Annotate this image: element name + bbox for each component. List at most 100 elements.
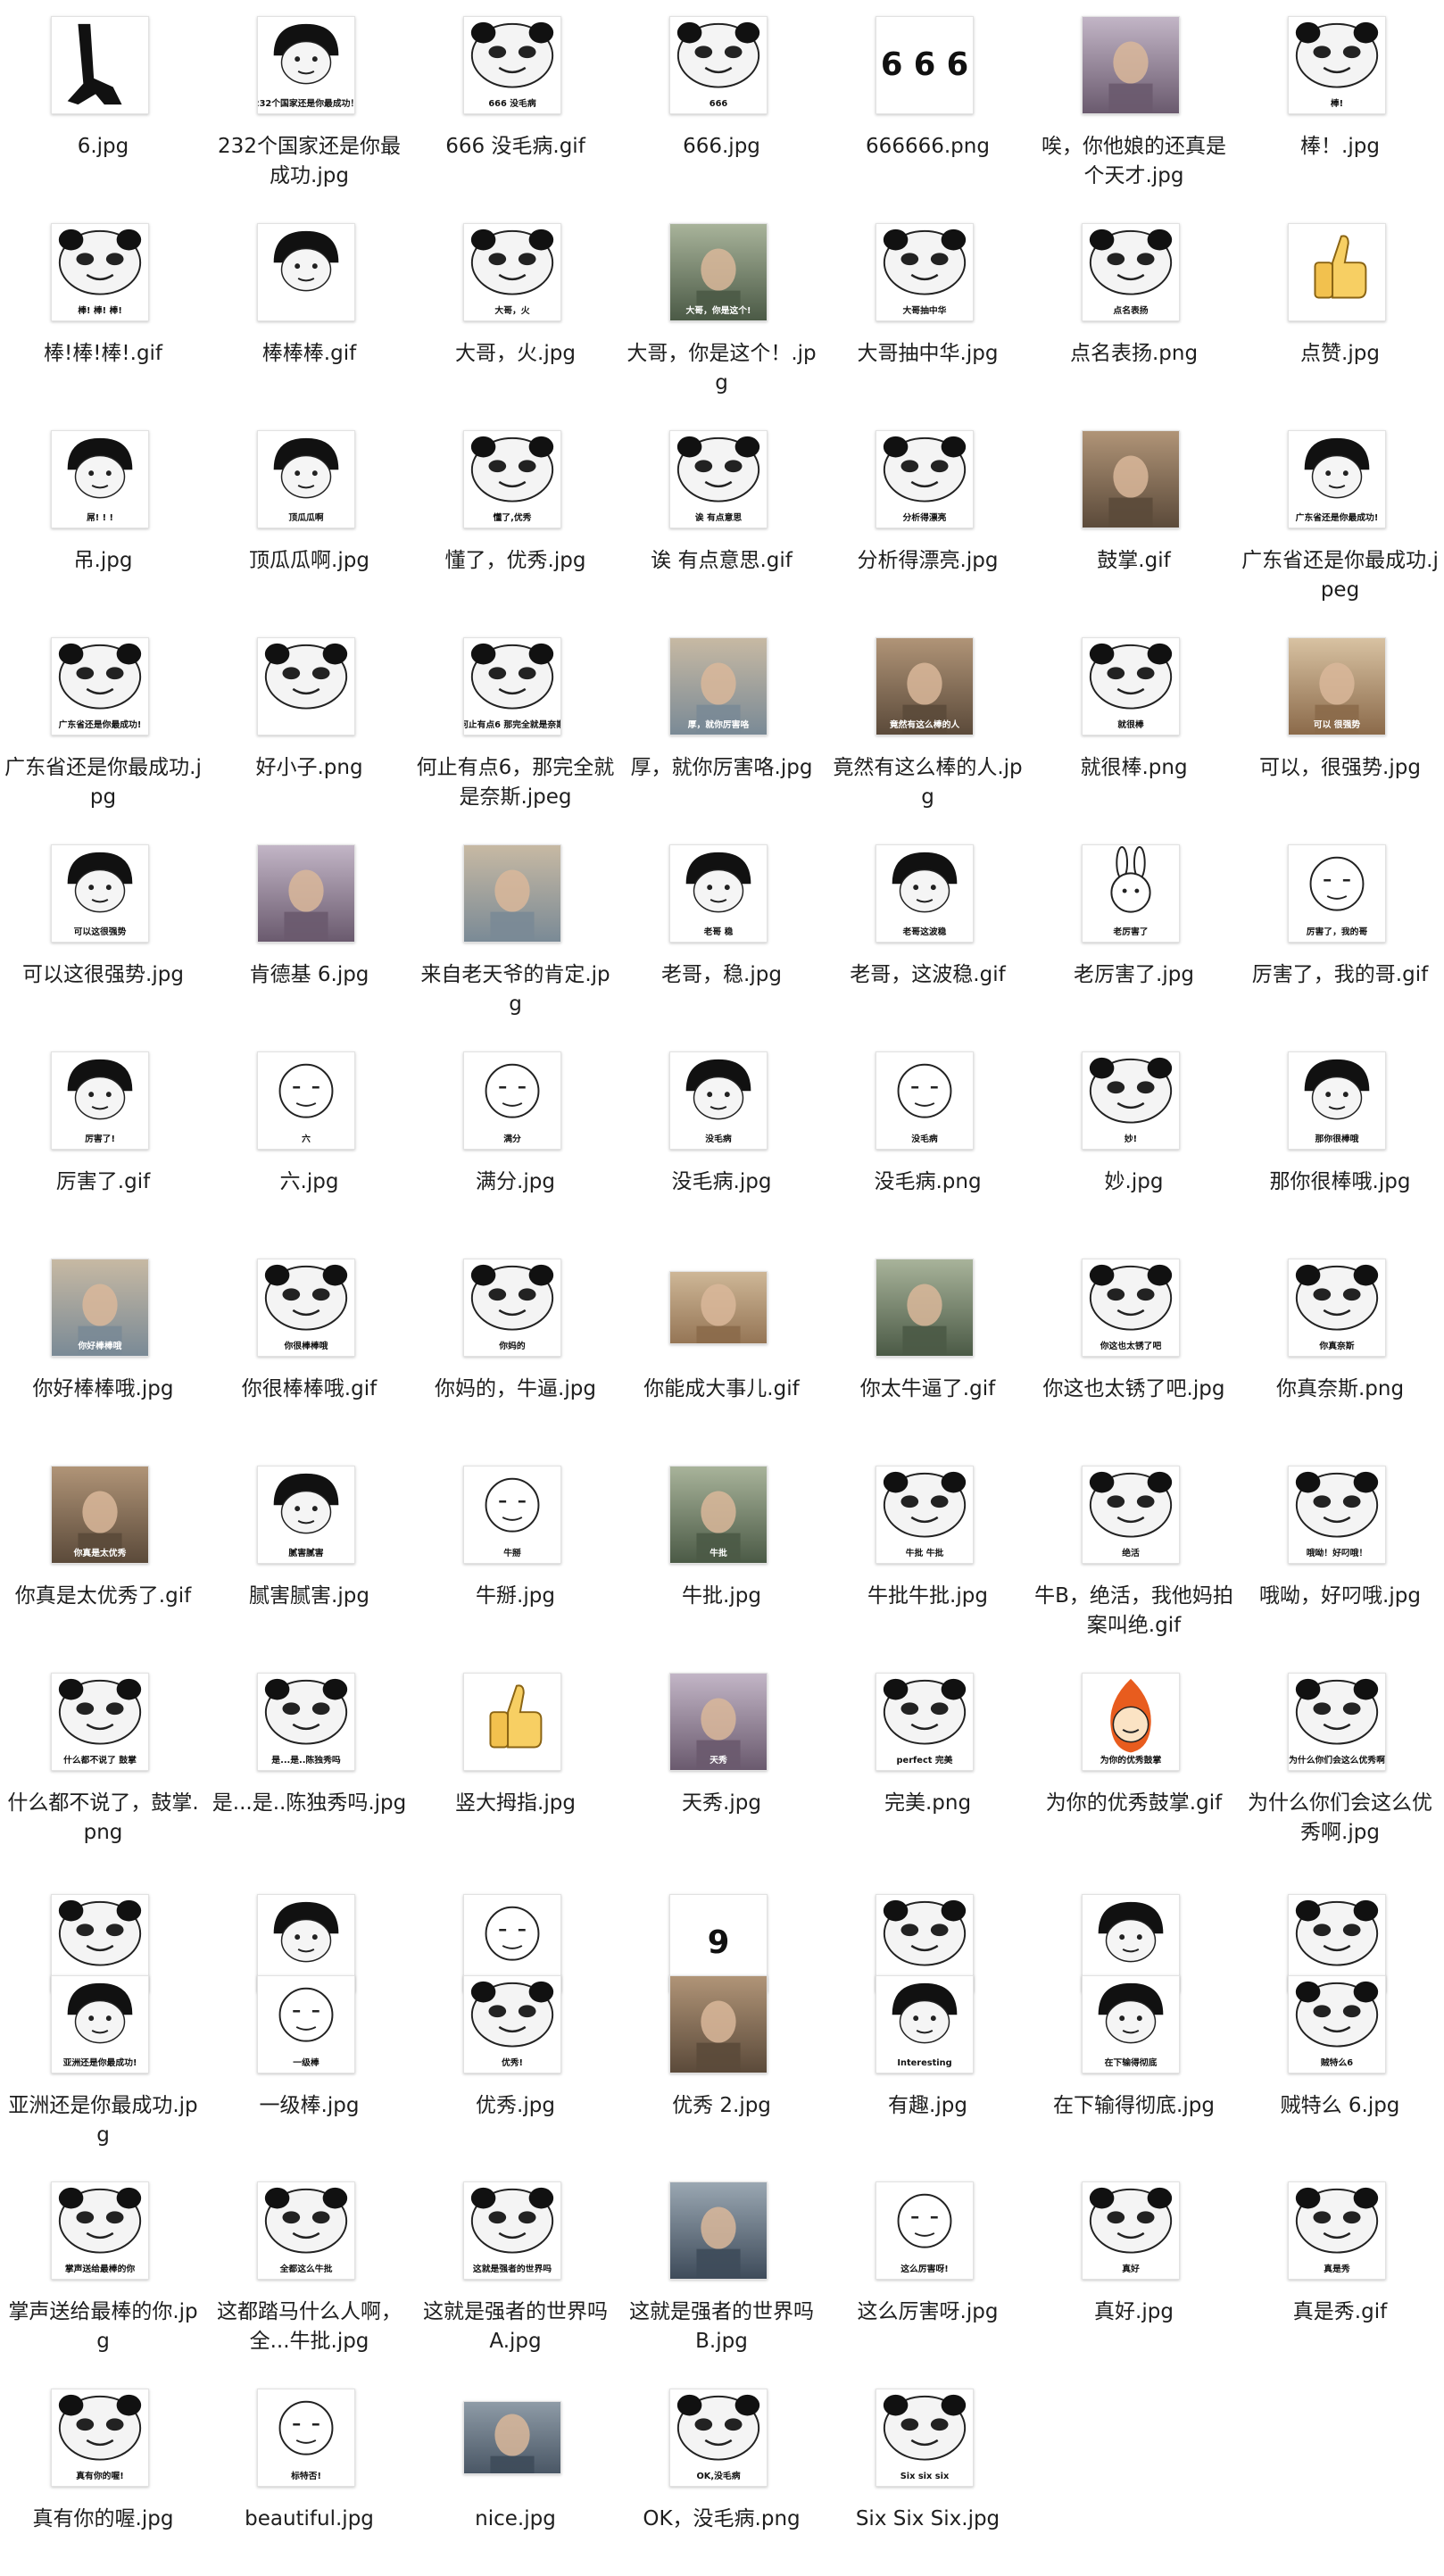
file-item[interactable]: 点赞.jpg bbox=[1237, 207, 1443, 414]
file-item[interactable]: 666 666.jpg bbox=[618, 0, 825, 207]
file-thumbnail[interactable]: 六 bbox=[257, 1051, 355, 1150]
file-thumbnail[interactable]: 亚洲还是你最成功! bbox=[51, 1975, 149, 2073]
file-thumbnail[interactable]: 就很棒 bbox=[1082, 637, 1180, 735]
file-thumbnail[interactable]: 一级棒 bbox=[257, 1975, 355, 2073]
file-thumbnail[interactable]: 分析得漂亮 bbox=[876, 430, 974, 528]
file-thumbnail[interactable]: 这就是强者的世界吗 bbox=[463, 2181, 561, 2280]
file-thumbnail[interactable]: 为什么你们会这么优秀啊 bbox=[1288, 1673, 1386, 1771]
file-thumbnail[interactable]: OK,没毛病 bbox=[669, 2389, 768, 2487]
file-thumbnail[interactable]: 你真是太优秀 bbox=[51, 1466, 149, 1564]
file-thumbnail[interactable]: 可以 很强势 bbox=[1288, 637, 1386, 735]
file-item[interactable]: 那你很棒哦 那你很棒哦.jpg bbox=[1237, 1035, 1443, 1242]
file-item[interactable]: 棒! 棒! 棒! 棒!棒!棒!.gif bbox=[0, 207, 206, 414]
file-thumbnail[interactable]: 真有你的喔! bbox=[51, 2389, 149, 2487]
file-thumbnail[interactable] bbox=[669, 2181, 768, 2280]
file-item[interactable]: 鼓掌.gif bbox=[1031, 414, 1237, 621]
file-thumbnail[interactable]: 屌! ! ! bbox=[51, 430, 149, 528]
file-item[interactable]: 广东省还是你最成功! 广东省还是你最成功.jpeg bbox=[1237, 414, 1443, 621]
file-item[interactable]: 顶瓜瓜啊 顶瓜瓜啊.jpg bbox=[206, 414, 412, 621]
file-item[interactable]: 全都这么牛批 这都踏马什么人啊，全...牛批.jpg bbox=[206, 2165, 412, 2372]
file-item[interactable]: 绝活 牛B，绝活，我他妈拍案叫绝.gif bbox=[1031, 1450, 1237, 1657]
file-item[interactable]: 大哥，火 大哥，火.jpg bbox=[412, 207, 618, 414]
file-item[interactable]: 贼特么6 贼特么 6.jpg bbox=[1237, 1959, 1443, 2166]
file-item[interactable]: 牛掰 牛掰.jpg bbox=[412, 1450, 618, 1657]
file-thumbnail[interactable]: 大哥抽中华 bbox=[876, 223, 974, 321]
file-item[interactable]: 竟然有这么棒的人 竟然有这么棒的人.jpg bbox=[825, 621, 1031, 828]
file-item[interactable]: 诶 有点意思诶 有点意思.gif bbox=[618, 414, 825, 621]
file-thumbnail[interactable]: 棒! bbox=[1288, 16, 1386, 114]
file-thumbnail[interactable]: 厉害了，我的哥 bbox=[1288, 844, 1386, 943]
file-thumbnail[interactable]: Six six six bbox=[876, 2389, 974, 2487]
file-thumbnail[interactable]: 666 bbox=[669, 16, 768, 114]
file-thumbnail[interactable]: 老厉害了 bbox=[1082, 844, 1180, 943]
file-item[interactable]: 亚洲还是你最成功! 亚洲还是你最成功.jpg bbox=[0, 1959, 206, 2166]
file-thumbnail[interactable]: 大哥，火 bbox=[463, 223, 561, 321]
file-thumbnail[interactable]: 棒! 棒! 棒! bbox=[51, 223, 149, 321]
file-thumbnail[interactable]: 在下输得彻底 bbox=[1082, 1975, 1180, 2073]
file-item[interactable]: 232个国家还是你最成功！ 232个国家还是你最成功.jpg bbox=[206, 0, 412, 207]
file-item[interactable]: 厉害了! 厉害了.gif bbox=[0, 1035, 206, 1242]
file-item[interactable]: 是...是..陈独秀吗 是...是..陈独秀吗.jpg bbox=[206, 1657, 412, 1864]
file-item[interactable]: 分析得漂亮 分析得漂亮.jpg bbox=[825, 414, 1031, 621]
file-thumbnail[interactable]: 厉害了! bbox=[51, 1051, 149, 1150]
file-item[interactable]: 大哥，你是这个! 大哥，你是这个！.jpg bbox=[618, 207, 825, 414]
file-item[interactable]: 你妈的 你妈的，牛逼.jpg bbox=[412, 1242, 618, 1450]
file-thumbnail[interactable]: 诶 有点意思 bbox=[669, 430, 768, 528]
file-item[interactable]: 大哥抽中华 大哥抽中华.jpg bbox=[825, 207, 1031, 414]
file-item[interactable]: 一级棒 一级棒.jpg bbox=[206, 1959, 412, 2166]
file-item[interactable]: 厚，就你厉害咯 厚，就你厉害咯.jpg bbox=[618, 621, 825, 828]
file-thumbnail[interactable]: 贼特么6 bbox=[1288, 1975, 1386, 2073]
file-thumbnail[interactable] bbox=[463, 2401, 561, 2474]
file-thumbnail[interactable]: perfect 完美 bbox=[876, 1673, 974, 1771]
file-item[interactable]: 点名表扬 点名表扬.png bbox=[1031, 207, 1237, 414]
file-item[interactable]: 肯德基 6.jpg bbox=[206, 828, 412, 1035]
file-item[interactable]: 好小子.png bbox=[206, 621, 412, 828]
file-item[interactable]: 哦呦！好叼哦！ 哦呦，好叼哦.jpg bbox=[1237, 1450, 1443, 1657]
file-item[interactable]: 满分 满分.jpg bbox=[412, 1035, 618, 1242]
file-item[interactable]: 你真是太优秀 你真是太优秀了.gif bbox=[0, 1450, 206, 1657]
file-thumbnail[interactable] bbox=[669, 1975, 768, 2073]
file-item[interactable]: 6 6 6 666666.png bbox=[825, 0, 1031, 207]
file-item[interactable]: Six six six Six Six Six.jpg bbox=[825, 2372, 1031, 2576]
file-item[interactable]: 棒! 棒！.jpg bbox=[1237, 0, 1443, 207]
file-item[interactable]: 真有你的喔! 真有你的喔.jpg bbox=[0, 2372, 206, 2576]
file-thumbnail[interactable]: 绝活 bbox=[1082, 1466, 1180, 1564]
file-thumbnail[interactable]: 那你很棒哦 bbox=[1288, 1051, 1386, 1150]
file-item[interactable]: 在下输得彻底 在下输得彻底.jpg bbox=[1031, 1959, 1237, 2166]
file-item[interactable]: 可以这很强势 可以这很强势.jpg bbox=[0, 828, 206, 1035]
file-thumbnail[interactable]: 老哥 稳 bbox=[669, 844, 768, 943]
file-item[interactable]: 就很棒 就很棒.png bbox=[1031, 621, 1237, 828]
file-item[interactable]: 没毛病 没毛病.png bbox=[825, 1035, 1031, 1242]
file-thumbnail[interactable] bbox=[51, 1894, 149, 1992]
file-thumbnail[interactable]: Interesting bbox=[876, 1975, 974, 2073]
file-thumbnail[interactable]: 没毛病 bbox=[876, 1051, 974, 1150]
file-item[interactable]: 何止有点6 那完全就是奈斯 何止有点6，那完全就是奈斯.jpeg bbox=[412, 621, 618, 828]
file-thumbnail[interactable]: 掌声送给最棒的你 bbox=[51, 2181, 149, 2280]
file-item[interactable]: 你这也太锈了吧 你这也太锈了吧.jpg bbox=[1031, 1242, 1237, 1450]
file-item[interactable]: 掌声送给最棒的你 掌声送给最棒的你.jpg bbox=[0, 2165, 206, 2372]
file-item[interactable] bbox=[0, 1878, 206, 2085]
file-thumbnail[interactable] bbox=[257, 844, 355, 943]
file-thumbnail[interactable]: 是...是..陈独秀吗 bbox=[257, 1673, 355, 1771]
file-item[interactable]: 老厉害了 老厉害了.jpg bbox=[1031, 828, 1237, 1035]
file-item[interactable]: 为你的优秀鼓掌 为你的优秀鼓掌.gif bbox=[1031, 1657, 1237, 1864]
file-item[interactable]: 六六.jpg bbox=[206, 1035, 412, 1242]
file-item[interactable]: 竖大拇指.jpg bbox=[412, 1657, 618, 1864]
file-thumbnail[interactable]: 懂了,优秀 bbox=[463, 430, 561, 528]
file-thumbnail[interactable]: 真好 bbox=[1082, 2181, 1180, 2280]
file-item[interactable]: nice.jpg bbox=[412, 2372, 618, 2576]
file-thumbnail[interactable]: 腻害腻害 bbox=[257, 1466, 355, 1564]
file-thumbnail[interactable]: 没毛病 bbox=[669, 1051, 768, 1150]
file-item[interactable]: 唉，你他娘的还真是个天才.jpg bbox=[1031, 0, 1237, 207]
file-thumbnail[interactable]: 牛批 牛批 bbox=[876, 1466, 974, 1564]
file-item[interactable]: 妙! 妙.jpg bbox=[1031, 1035, 1237, 1242]
file-item[interactable]: 可以 很强势 可以，很强势.jpg bbox=[1237, 621, 1443, 828]
file-thumbnail[interactable]: 优秀! bbox=[463, 1975, 561, 2073]
file-thumbnail[interactable]: 天秀 bbox=[669, 1673, 768, 1771]
file-thumbnail[interactable]: 这么厉害呀! bbox=[876, 2181, 974, 2280]
file-item[interactable]: 什么都不说了 鼓掌 什么都不说了，鼓掌.png bbox=[0, 1657, 206, 1864]
file-thumbnail[interactable]: 666 没毛病 bbox=[463, 16, 561, 114]
file-thumbnail[interactable] bbox=[51, 16, 149, 114]
file-item[interactable]: 厉害了，我的哥 厉害了，我的哥.gif bbox=[1237, 828, 1443, 1035]
file-item[interactable]: 666 没毛病 666 没毛病.gif bbox=[412, 0, 618, 207]
